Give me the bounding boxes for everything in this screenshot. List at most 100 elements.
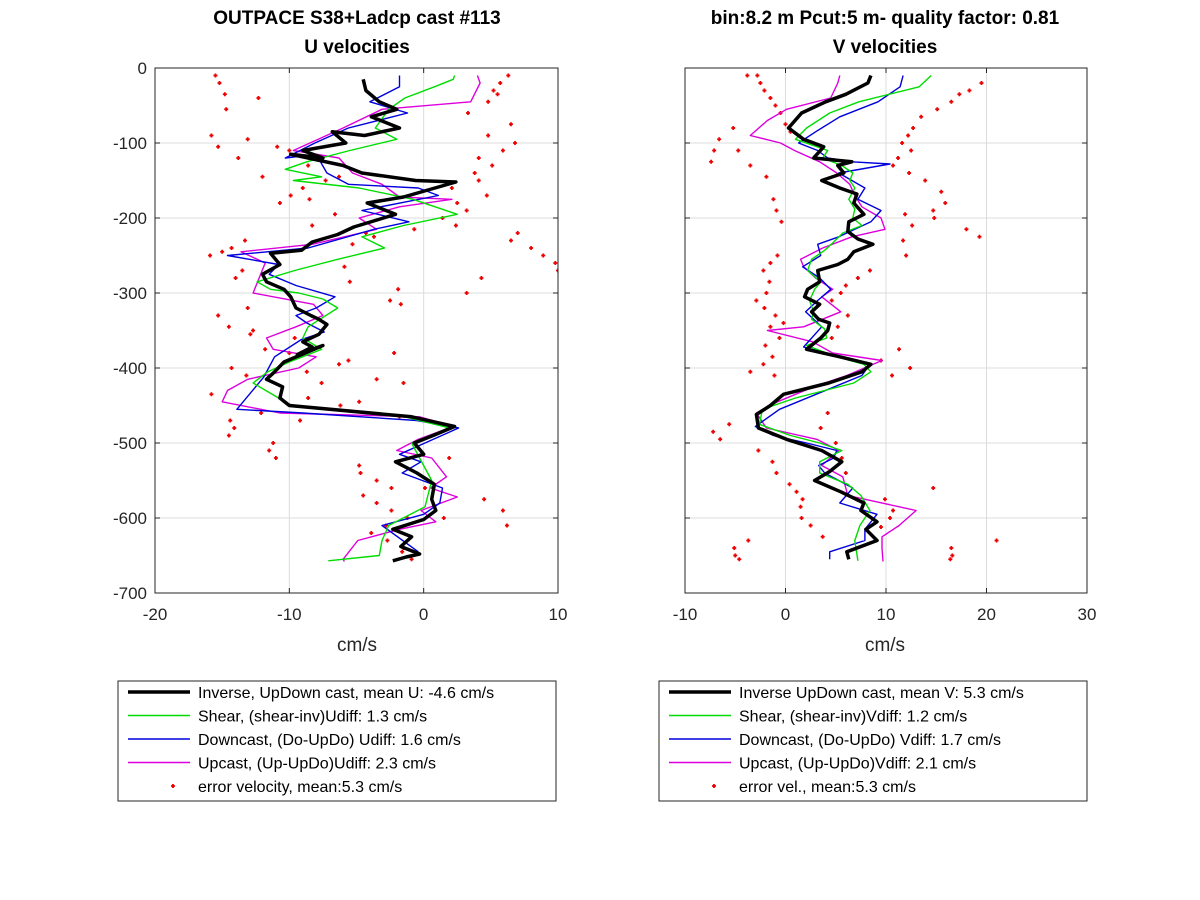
v-error-point-41 <box>794 489 799 494</box>
u-error-point-108 <box>447 456 452 460</box>
v-error-point-14 <box>764 174 769 179</box>
u-error-point-90 <box>490 163 495 168</box>
u-y-tick-label-6: -600 <box>113 509 147 528</box>
u-error-point-70 <box>374 501 379 505</box>
u-error-point-40 <box>248 332 253 337</box>
v-error-point-97 <box>994 538 999 543</box>
v-error-point-63 <box>891 163 896 168</box>
u-error-point-5 <box>209 133 214 138</box>
u-error-point-112 <box>441 516 446 520</box>
u-error-point-58 <box>209 392 214 397</box>
v-error-point-68 <box>931 208 936 213</box>
v-error-point-75 <box>904 253 909 258</box>
u-error-point-31 <box>388 298 393 303</box>
u-error-point-63 <box>267 448 272 453</box>
u-error-point-75 <box>385 538 390 543</box>
v-error-point-44 <box>799 516 804 520</box>
v-error-point-25 <box>773 313 778 318</box>
v-x-axis-label: cm/s <box>865 635 905 656</box>
u-error-point-57 <box>401 381 406 385</box>
u-error-point-19 <box>333 212 338 217</box>
right-figure-title: bin:8.2 m Pcut:5 m- quality factor: 0.81 <box>711 8 1060 29</box>
v-error-point-81 <box>845 313 850 318</box>
v-error-point-50 <box>737 557 742 562</box>
u-error-point-41 <box>263 347 268 352</box>
v-error-point-67 <box>943 201 948 205</box>
v-error-point-86 <box>908 366 913 370</box>
v-error-point-23 <box>754 298 759 303</box>
v-error-point-46 <box>820 534 825 539</box>
v-legend-label-2: Downcast, (Do-UpDo) Vdiff: 1.7 cm/s <box>739 732 1001 749</box>
v-error-point-55 <box>949 99 954 104</box>
u-error-point-53 <box>357 399 362 404</box>
v-error-point-38 <box>770 459 775 464</box>
u-error-point-26 <box>243 238 248 243</box>
v-error-point-80 <box>829 298 834 303</box>
v-error-point-12 <box>736 148 741 153</box>
u-y-tick-label-1: -100 <box>113 134 147 153</box>
u-error-point-6 <box>245 137 250 142</box>
u-error-point-54 <box>259 411 264 415</box>
u-error-point-45 <box>304 369 309 374</box>
v-error-point-94 <box>891 508 896 513</box>
u-y-tick-label-3: -300 <box>113 284 147 303</box>
u-error-point-109 <box>423 486 428 490</box>
u-error-point-79 <box>506 73 511 78</box>
u-x-tick-label-3: 10 <box>549 605 568 624</box>
v-error-point-96 <box>878 525 883 529</box>
u-error-point-9 <box>287 148 292 153</box>
u-error-point-80 <box>498 81 503 85</box>
u-error-point-103 <box>541 253 546 258</box>
v-error-point-6 <box>783 122 788 127</box>
u-error-point-28 <box>342 264 347 269</box>
u-error-point-60 <box>232 426 237 430</box>
v-error-point-30 <box>770 354 775 359</box>
u-error-point-35 <box>245 306 250 310</box>
v-error-point-26 <box>781 321 786 325</box>
u-error-point-51 <box>306 396 311 400</box>
v-error-point-17 <box>779 219 784 224</box>
v-error-point-18 <box>775 253 780 258</box>
u-error-point-13 <box>288 193 293 198</box>
u-error-point-52 <box>338 403 343 408</box>
v-error-point-78 <box>843 283 848 288</box>
v-error-point-3 <box>768 96 773 100</box>
v-error-point-58 <box>911 126 916 130</box>
v-error-point-43 <box>798 504 803 509</box>
u-error-point-99 <box>412 227 417 232</box>
v-error-point-31 <box>761 362 766 367</box>
u-legend-label-1: Shear, (shear-inv)Udiff: 1.3 cm/s <box>198 709 427 726</box>
v-error-point-62 <box>896 156 901 160</box>
v-error-point-33 <box>772 373 777 378</box>
u-error-point-25 <box>229 246 234 250</box>
left-figure-title: OUTPACE S38+Ladcp cast #113 <box>213 8 500 29</box>
u-error-point-65 <box>357 463 362 468</box>
u-error-point-91 <box>472 171 477 175</box>
v-error-point-87 <box>890 373 895 378</box>
v-error-point-89 <box>818 426 823 430</box>
u-y-tick-label-7: -700 <box>113 584 147 603</box>
v-error-point-84 <box>897 347 902 352</box>
u-y-tick-label-2: -200 <box>113 209 147 228</box>
u-legend-label-0: Inverse, UpDown cast, mean U: -4.6 cm/s <box>198 685 494 702</box>
v-x-tick-label-2: 10 <box>877 605 896 624</box>
v-error-point-99 <box>950 553 955 558</box>
u-error-point-106 <box>479 276 484 280</box>
v-error-point-79 <box>838 291 843 295</box>
u-legend-label-3: Upcast, (Up-UpDo)Udiff: 2.3 cm/s <box>198 756 436 773</box>
v-error-point-101 <box>931 486 936 490</box>
v-error-point-20 <box>761 268 766 273</box>
v-error-point-82 <box>835 324 840 329</box>
u-error-point-87 <box>513 141 518 145</box>
v-legend-label-0: Inverse UpDown cast, mean V: 5.3 cm/s <box>739 685 1024 702</box>
u-error-point-24 <box>220 249 225 254</box>
u-error-point-96 <box>464 208 469 213</box>
u-error-point-104 <box>553 261 558 265</box>
u-error-point-18 <box>277 201 282 205</box>
v-error-point-2 <box>762 88 767 93</box>
v-error-point-1 <box>758 81 763 85</box>
u-error-point-1 <box>217 81 222 85</box>
u-error-point-85 <box>508 122 513 127</box>
v-legend: Inverse UpDown cast, mean V: 5.3 cm/s She… <box>658 680 1088 802</box>
v-error-point-24 <box>762 306 767 310</box>
